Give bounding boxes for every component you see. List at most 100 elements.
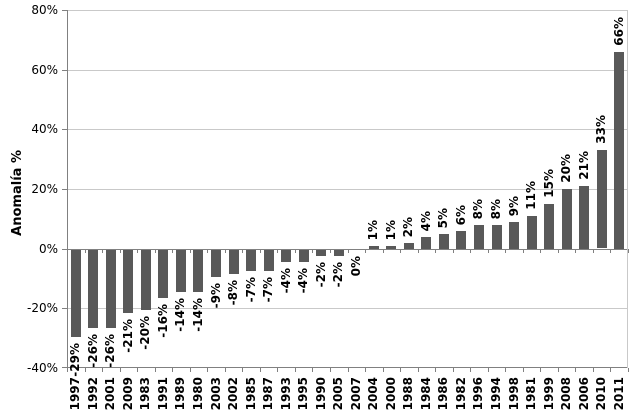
category-tick bbox=[172, 249, 173, 253]
category-tick bbox=[242, 368, 243, 372]
x-tick-label: 2006 bbox=[577, 377, 591, 411]
bar bbox=[106, 250, 116, 328]
category-tick bbox=[505, 249, 506, 253]
y-tick-label: 20% bbox=[31, 182, 58, 196]
x-tick-label: 1983 bbox=[138, 377, 152, 411]
bar bbox=[369, 246, 379, 249]
bar bbox=[264, 250, 274, 271]
x-tick-label: 2000 bbox=[384, 377, 398, 411]
category-tick bbox=[330, 368, 331, 372]
category-tick bbox=[102, 249, 103, 253]
bar bbox=[562, 189, 572, 249]
category-tick bbox=[593, 368, 594, 372]
x-tick-label: 2002 bbox=[226, 377, 240, 411]
y-axis-tick bbox=[62, 129, 67, 130]
x-tick-label: 1993 bbox=[279, 377, 293, 411]
bar-value-label: -7% bbox=[261, 277, 275, 303]
bar bbox=[176, 250, 186, 292]
category-tick bbox=[67, 368, 68, 372]
bar-value-label: -26% bbox=[103, 334, 117, 368]
bar-value-label: -2% bbox=[314, 262, 328, 288]
bar bbox=[439, 234, 449, 249]
bar-value-label: 20% bbox=[559, 154, 573, 183]
bar bbox=[141, 250, 151, 310]
category-tick bbox=[120, 368, 121, 372]
category-tick bbox=[295, 368, 296, 372]
x-tick-label: 2008 bbox=[559, 377, 573, 411]
category-tick bbox=[400, 249, 401, 253]
bar-value-label: 2% bbox=[401, 216, 415, 237]
x-tick-label: 1994 bbox=[489, 377, 503, 411]
category-tick bbox=[575, 368, 576, 372]
category-tick bbox=[190, 368, 191, 372]
x-tick-label: 2011 bbox=[612, 377, 626, 411]
x-tick-label: 1998 bbox=[507, 377, 521, 411]
category-tick bbox=[540, 368, 541, 372]
bar-value-label: 33% bbox=[594, 115, 608, 144]
category-tick bbox=[488, 249, 489, 253]
category-tick bbox=[225, 249, 226, 253]
y-tick-label: -40% bbox=[26, 361, 58, 375]
bar-value-label: -14% bbox=[173, 298, 187, 332]
category-tick bbox=[593, 249, 594, 253]
bar-value-label: -14% bbox=[191, 298, 205, 332]
x-tick-label: 1980 bbox=[191, 377, 205, 411]
bar bbox=[211, 250, 221, 277]
category-tick bbox=[155, 249, 156, 253]
x-tick-label: 1982 bbox=[454, 377, 468, 411]
gridline bbox=[67, 367, 628, 368]
bar bbox=[386, 246, 396, 249]
bar bbox=[474, 225, 484, 249]
bar-value-label: -4% bbox=[279, 268, 293, 294]
bar bbox=[123, 250, 133, 313]
x-tick-label: 1987 bbox=[261, 377, 275, 411]
bar bbox=[229, 250, 239, 274]
bar-value-label: 9% bbox=[507, 195, 521, 216]
bar-value-label: -21% bbox=[121, 319, 135, 353]
category-tick bbox=[470, 249, 471, 253]
bar-value-label: 6% bbox=[454, 204, 468, 225]
x-tick-label: 2007 bbox=[349, 377, 363, 411]
category-tick bbox=[365, 368, 366, 372]
category-tick bbox=[85, 368, 86, 372]
y-tick-label: -20% bbox=[26, 301, 58, 315]
category-tick bbox=[575, 249, 576, 253]
category-tick bbox=[383, 249, 384, 253]
y-axis-tick bbox=[62, 249, 67, 250]
bar-value-label: 1% bbox=[366, 219, 380, 240]
x-tick-label: 1997 bbox=[68, 377, 82, 411]
bar-value-label: 4% bbox=[419, 210, 433, 231]
category-tick bbox=[277, 368, 278, 372]
category-tick bbox=[137, 249, 138, 253]
category-tick bbox=[190, 249, 191, 253]
category-tick bbox=[137, 368, 138, 372]
gridline bbox=[67, 189, 628, 190]
plot-area: -29% -26% -26% -21% -20% -16% -14% -14% -9% -8% -7… bbox=[67, 10, 629, 377]
bar bbox=[71, 250, 81, 337]
category-tick bbox=[558, 249, 559, 253]
x-tick-label: 1989 bbox=[173, 377, 187, 411]
category-tick bbox=[330, 249, 331, 253]
x-tick-label: 1990 bbox=[314, 377, 328, 411]
category-tick bbox=[418, 368, 419, 372]
category-tick bbox=[435, 249, 436, 253]
category-tick bbox=[260, 249, 261, 253]
x-tick-label: 1996 bbox=[471, 377, 485, 411]
category-tick bbox=[348, 249, 349, 253]
x-tick-label: 1995 bbox=[296, 377, 310, 411]
bar bbox=[579, 186, 589, 249]
bar bbox=[456, 231, 466, 249]
category-tick bbox=[260, 368, 261, 372]
category-tick bbox=[628, 368, 629, 372]
gridline bbox=[67, 129, 628, 130]
bar-value-label: 8% bbox=[489, 198, 503, 219]
category-tick bbox=[172, 368, 173, 372]
bar-value-label: 66% bbox=[612, 17, 626, 46]
bar-value-label: 21% bbox=[577, 151, 591, 180]
category-tick bbox=[312, 368, 313, 372]
category-tick bbox=[558, 368, 559, 372]
category-tick bbox=[242, 249, 243, 253]
x-tick-label: 2001 bbox=[103, 377, 117, 411]
category-tick bbox=[505, 368, 506, 372]
bar-value-label: -7% bbox=[244, 277, 258, 303]
